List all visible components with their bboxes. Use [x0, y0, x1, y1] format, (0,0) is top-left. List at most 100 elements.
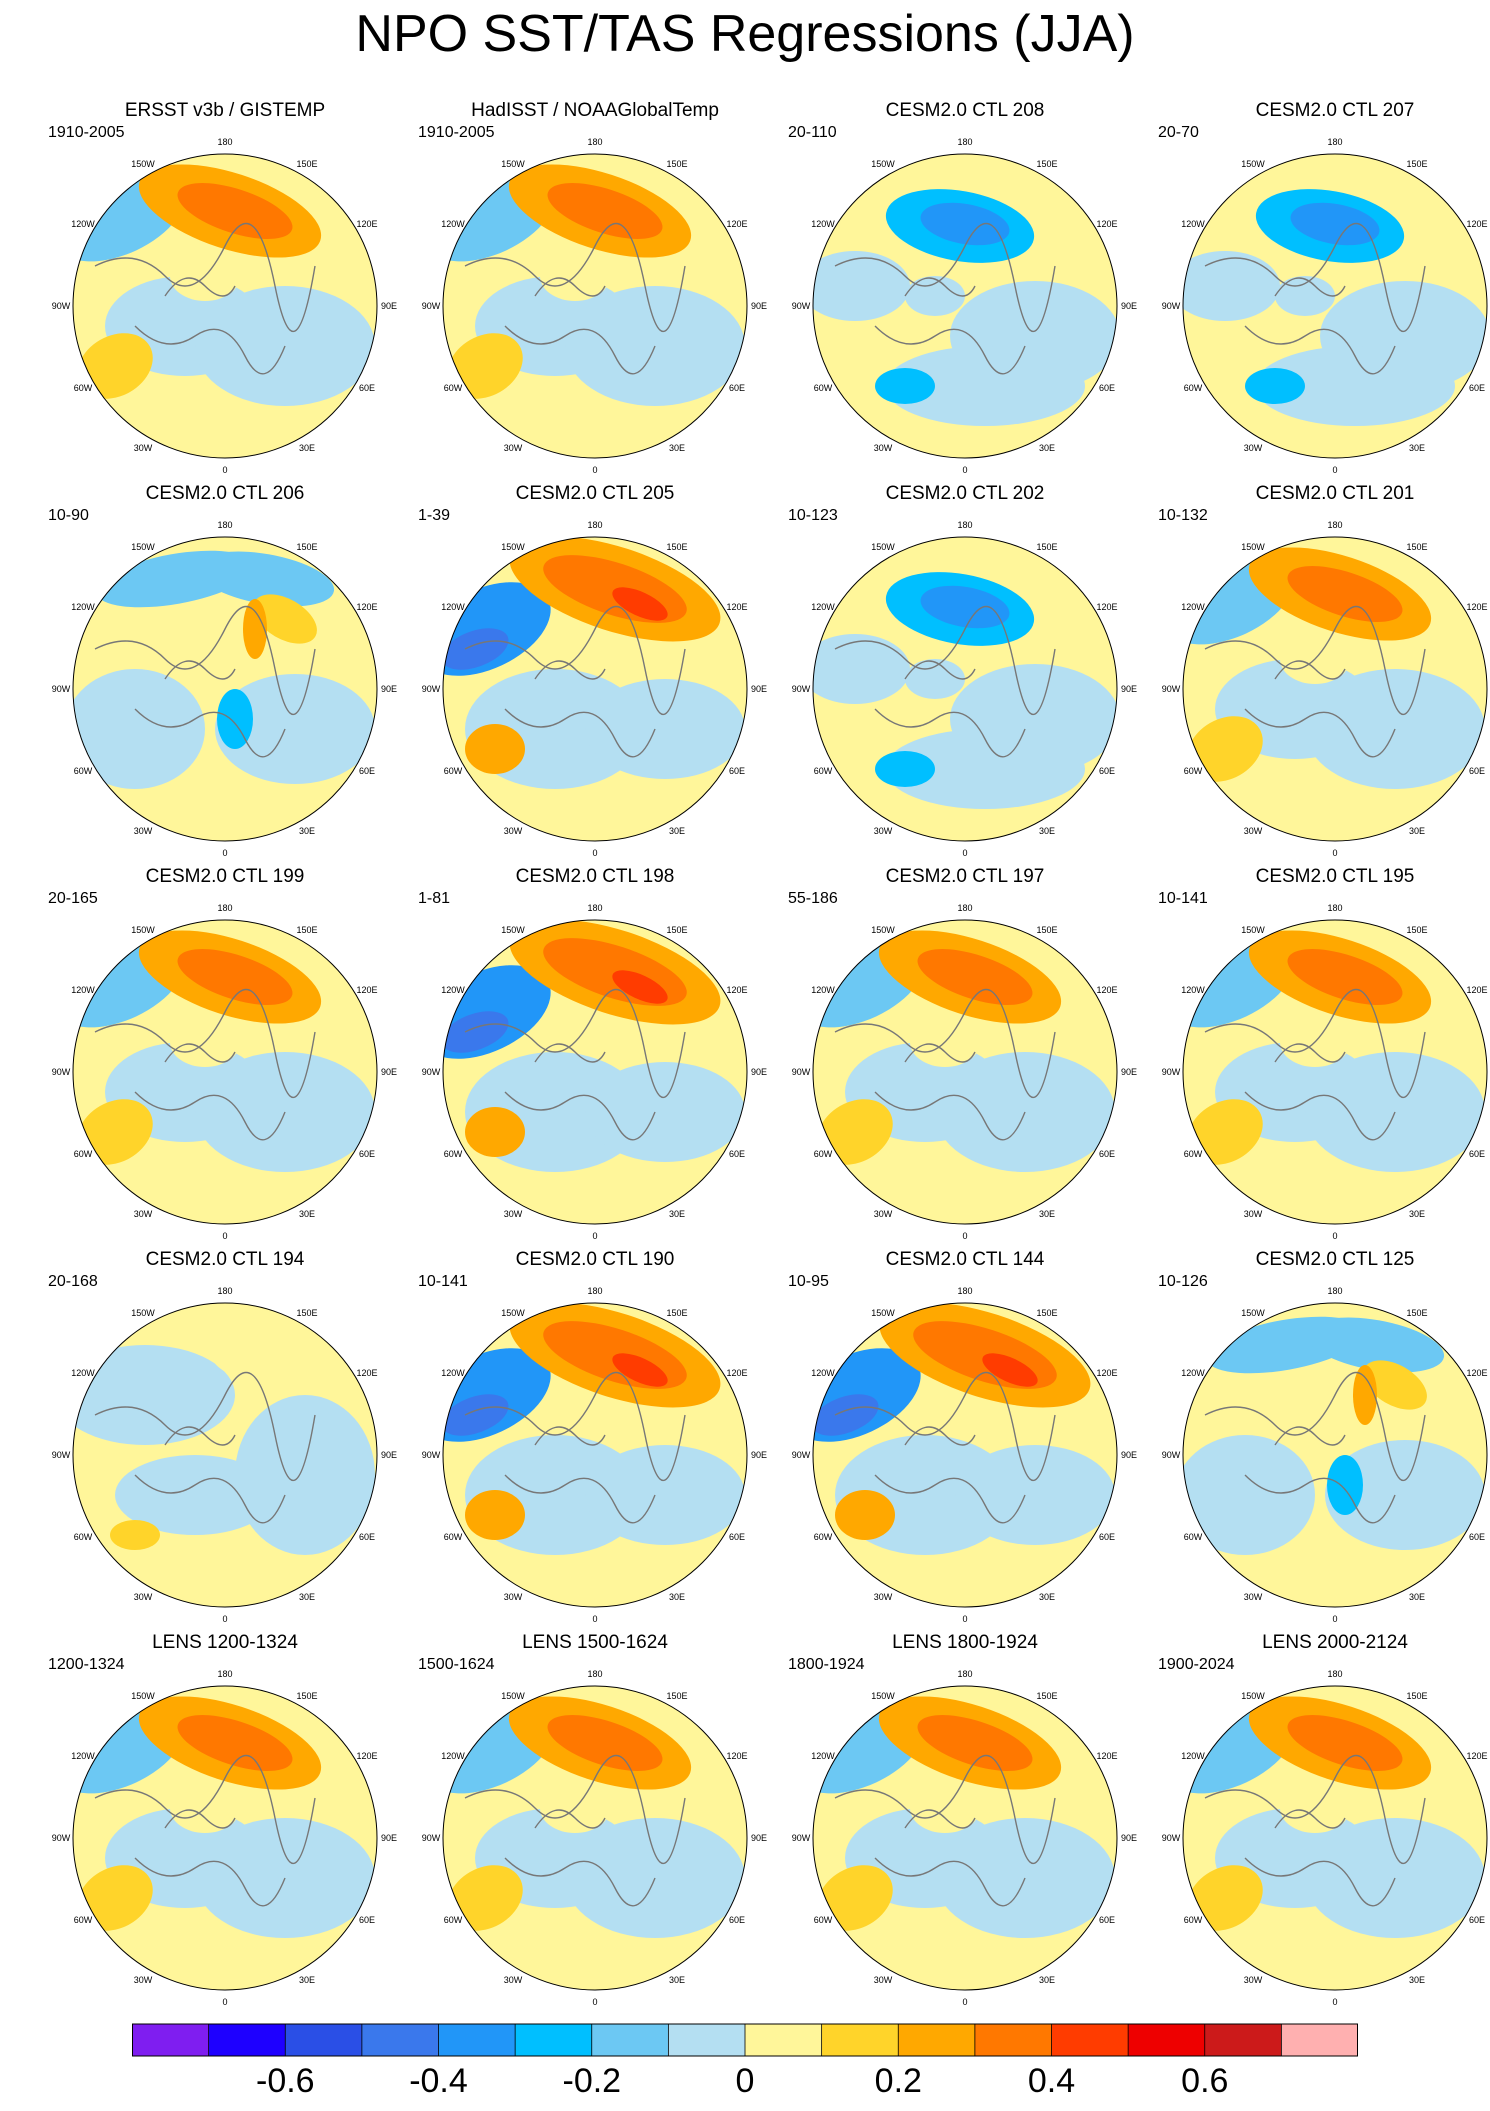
longitude-label: 30E — [669, 1209, 685, 1219]
period-label: 1-81 — [418, 890, 451, 907]
longitude-label: 30E — [1039, 826, 1055, 836]
longitude-label: 120E — [356, 1368, 377, 1378]
longitude-label: 0 — [962, 465, 967, 475]
longitude-label: 90E — [751, 1450, 767, 1460]
longitude-label: 90E — [1121, 301, 1137, 311]
longitude-label: 120W — [811, 985, 835, 995]
longitude-label: 150E — [666, 1308, 687, 1318]
longitude-label: 120W — [441, 602, 465, 612]
longitude-label: 60E — [729, 383, 745, 393]
longitude-label: 60E — [359, 1915, 375, 1925]
longitude-label: 90W — [1162, 1450, 1181, 1460]
longitude-label: 150E — [666, 925, 687, 935]
longitude-label: 150E — [1036, 542, 1057, 552]
colorbar-segment — [745, 2024, 823, 2056]
longitude-label: 120W — [811, 1368, 835, 1378]
longitude-label: 90E — [381, 684, 397, 694]
longitude-label: 120W — [441, 985, 465, 995]
coastline — [464, 1755, 686, 1907]
longitude-label: 150E — [1036, 1691, 1057, 1701]
longitude-label: 0 — [962, 1997, 967, 2007]
longitude-label: 90W — [422, 1450, 441, 1460]
longitude-label: 180 — [1327, 520, 1342, 530]
longitude-label: 120E — [1466, 985, 1487, 995]
colorbar-segment — [974, 2024, 1053, 2056]
longitude-label: 60E — [359, 1149, 375, 1159]
colorbar-segment — [668, 2024, 746, 2056]
longitude-label: 120W — [71, 1368, 95, 1378]
longitude-label: 60E — [729, 766, 745, 776]
longitude-label: 30E — [669, 1592, 685, 1602]
longitude-label: 150E — [666, 1691, 687, 1701]
longitude-label: 90W — [422, 301, 441, 311]
longitude-label: 30E — [299, 443, 315, 453]
coastline — [834, 223, 1056, 375]
period-label: 1200-1324 — [48, 1656, 125, 1673]
longitude-label: 180 — [587, 520, 602, 530]
longitude-label: 60W — [444, 1532, 463, 1542]
longitude-label: 150E — [1036, 925, 1057, 935]
longitude-label: 90W — [1162, 1067, 1181, 1077]
colorbar-segment — [132, 2024, 210, 2056]
longitude-label: 60E — [1469, 1149, 1485, 1159]
longitude-label: 90W — [1162, 1833, 1181, 1843]
colorbar-segment — [1281, 2024, 1358, 2056]
polar-map: 180 150E 120E 90E 60E 30E 0 30W 60W 90W 120W 150W — [422, 1669, 767, 2007]
coastline — [94, 1372, 316, 1524]
longitude-label: 30W — [134, 1975, 153, 1985]
longitude-label: 30E — [1409, 1975, 1425, 1985]
panel-title: CESM2.0 CTL 198 — [515, 866, 675, 887]
longitude-label: 90W — [1162, 301, 1181, 311]
longitude-label: 90E — [751, 1833, 767, 1843]
longitude-label: 30E — [1039, 1975, 1055, 1985]
longitude-label: 60W — [814, 1915, 833, 1925]
longitude-label: 30E — [1039, 1209, 1055, 1219]
panel-title: CESM2.0 CTL 197 — [885, 866, 1045, 887]
map-panel: LENS 1800-1924 180 150E 120E 90E 60E 30E 0 30W 60… — [780, 1632, 1150, 2014]
longitude-label: 60E — [1469, 766, 1485, 776]
panel-title: LENS 2000-2124 — [1262, 1632, 1408, 1653]
map-panel: LENS 1500-1624 180 150E 120E 90E 60E 30E 0 30W 60… — [410, 1632, 780, 2014]
longitude-label: 120W — [1181, 1368, 1205, 1378]
polar-map: 180 150E 120E 90E 60E 30E 0 30W 60W 90W 120W 150W — [792, 1669, 1137, 2007]
longitude-label: 90E — [751, 301, 767, 311]
longitude-label: 0 — [222, 1997, 227, 2007]
longitude-label: 150W — [501, 925, 525, 935]
colorbar-tick-label: 0.2 — [874, 2062, 922, 2100]
longitude-label: 90W — [792, 1833, 811, 1843]
period-label: 55-186 — [788, 890, 838, 907]
longitude-label: 0 — [592, 848, 597, 858]
longitude-label: 60W — [74, 1915, 93, 1925]
longitude-label: 30E — [1409, 826, 1425, 836]
longitude-label: 90E — [381, 301, 397, 311]
colorbar-tick-label: 0 — [735, 2062, 755, 2100]
longitude-label: 0 — [1332, 1997, 1337, 2007]
longitude-label: 120W — [1181, 602, 1205, 612]
longitude-label: 180 — [587, 903, 602, 913]
longitude-label: 120W — [441, 1751, 465, 1761]
longitude-label: 60W — [444, 383, 463, 393]
longitude-label: 90E — [381, 1450, 397, 1460]
map-panel: LENS 2000-2124180150E120E90E60E30E030W60… — [1150, 1632, 1490, 2014]
polar-map: 180 150E 120E 90E 60E 30E 0 30W 60W 90W 120W 150W — [52, 520, 397, 858]
longitude-label: 120E — [1096, 219, 1117, 229]
period-label: 10-123 — [788, 507, 838, 524]
panel-title: ERSST v3b / GISTEMP — [124, 100, 326, 121]
period-label: 10-132 — [1158, 507, 1208, 524]
longitude-label: 120E — [356, 985, 377, 995]
longitude-label: 150E — [296, 925, 317, 935]
polar-map: 180 150E 120E 90E 60E 30E 0 30W 60W 90W 120W 150W — [792, 903, 1137, 1241]
longitude-label: 90W — [52, 1067, 71, 1077]
longitude-label: 120E — [356, 1751, 377, 1761]
longitude-label: 180 — [217, 137, 232, 147]
longitude-label: 180 — [1327, 137, 1342, 147]
longitude-label: 0 — [1332, 465, 1337, 475]
longitude-label: 150E — [666, 542, 687, 552]
longitude-label: 180 — [1327, 1286, 1342, 1296]
longitude-label: 30E — [669, 826, 685, 836]
longitude-label: 0 — [1332, 1614, 1337, 1624]
longitude-label: 60W — [444, 766, 463, 776]
colorbar-labels: -0.6 -0.4 -0.2 0 0.2 0.4 0.6 — [0, 2062, 1490, 2106]
colorbar-segment — [438, 2024, 516, 2056]
panel-title: CESM2.0 CTL 205 — [515, 483, 675, 504]
